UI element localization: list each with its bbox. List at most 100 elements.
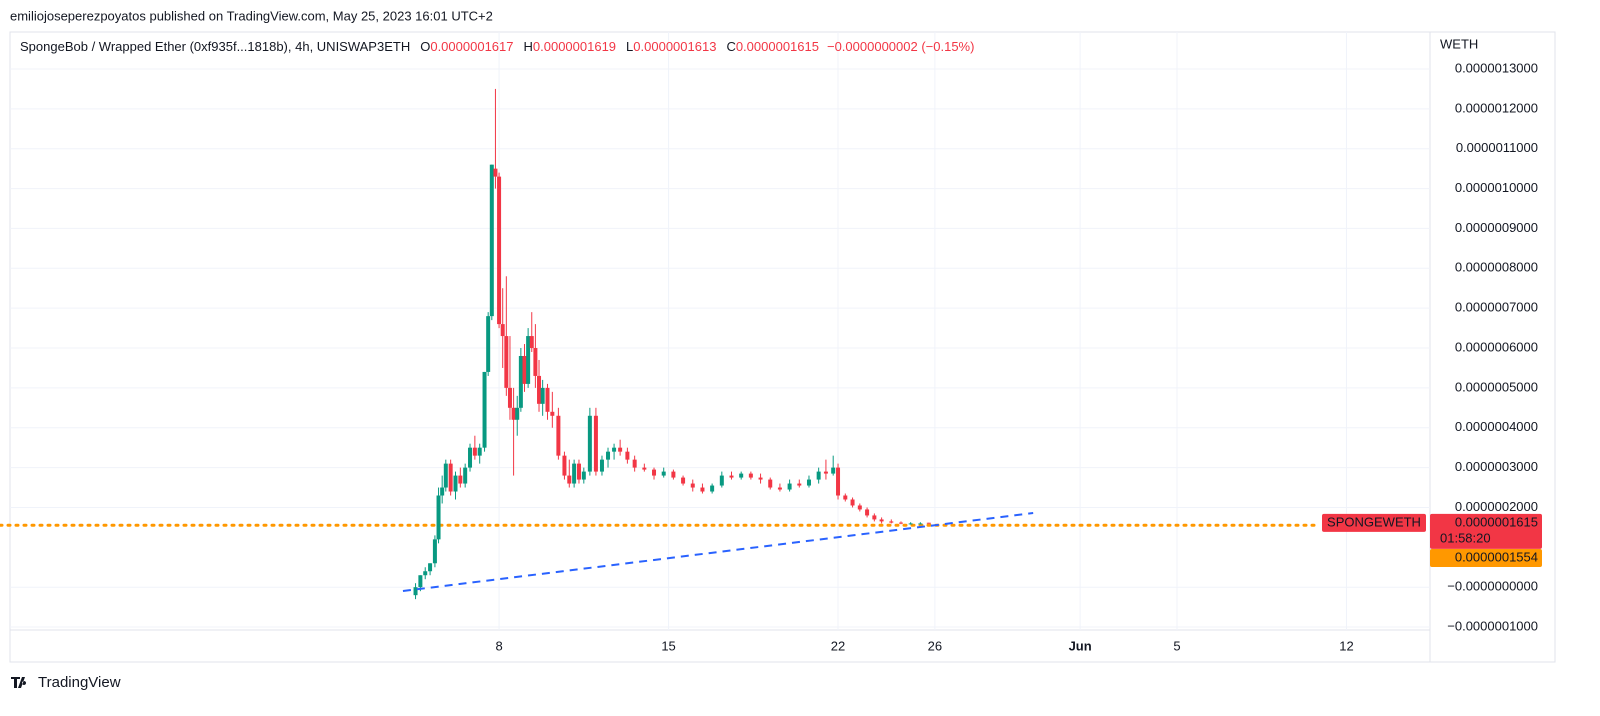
- chart-frame: [9, 31, 1556, 663]
- candle-body: [526, 336, 531, 384]
- candle-body: [632, 459, 637, 468]
- brand-logo: [11, 677, 27, 688]
- candle-body: [926, 522, 931, 524]
- candle-body: [453, 475, 458, 492]
- candle-body: [758, 477, 763, 480]
- candle-body: [787, 483, 792, 490]
- candle-body: [690, 483, 695, 488]
- candle-body: [729, 475, 734, 478]
- candle-body: [567, 475, 572, 484]
- candle-body: [497, 176, 502, 325]
- candle-body: [432, 539, 437, 564]
- candle-body: [448, 463, 453, 492]
- candle-body: [857, 505, 862, 510]
- candle-body: [797, 483, 802, 486]
- candle-body: [777, 487, 782, 490]
- candle-body: [599, 459, 604, 472]
- candle-body: [511, 407, 516, 420]
- y-tick-label: 0.0000007000: [1455, 300, 1538, 315]
- candle-body: [504, 336, 509, 388]
- x-tick-label: 5: [1173, 638, 1180, 653]
- y-tick-label: 0.0000012000: [1455, 100, 1538, 115]
- hline-label: 0.0000001554: [1455, 549, 1538, 564]
- y-tick-label: 0.0000008000: [1455, 260, 1538, 275]
- ohlc-key: L: [626, 39, 633, 54]
- candle-body: [507, 387, 512, 408]
- candle-body: [671, 471, 676, 478]
- candle-body: [537, 375, 542, 404]
- candle-body: [642, 467, 647, 470]
- candle-body: [472, 447, 477, 456]
- candle-body: [540, 387, 545, 404]
- candle-body: [836, 467, 841, 496]
- x-tick-label: 12: [1339, 638, 1353, 653]
- countdown-label: 01:58:20: [1440, 530, 1491, 545]
- candle-body: [831, 467, 836, 474]
- candle-body: [889, 521, 894, 523]
- y-tick-label: −0.0000000000: [1447, 579, 1538, 594]
- change: −0.0000000002 (−0.15%): [827, 39, 974, 54]
- legend: SpongeBob / Wrapped Ether (0xf935f...181…: [20, 39, 974, 54]
- y-tick-label: 0.0000009000: [1455, 220, 1538, 235]
- candle-body: [581, 471, 586, 480]
- publisher-line: emiliojoseperezpoyatos published on Trad…: [10, 8, 493, 23]
- y-tick-label: 0.0000005000: [1455, 379, 1538, 394]
- candle-body: [545, 387, 550, 412]
- candle-body: [423, 571, 428, 576]
- candle-body: [879, 519, 884, 522]
- x-tick-label: Jun: [1069, 638, 1092, 653]
- candle-body: [436, 495, 441, 540]
- x-tick-label: 26: [928, 638, 942, 653]
- candle-body: [768, 479, 773, 488]
- ohlc-key: H: [524, 39, 533, 54]
- candle-body: [850, 499, 855, 506]
- candle-body: [898, 522, 903, 524]
- candle-body: [562, 455, 567, 476]
- candle-body: [710, 485, 715, 492]
- y-tick-label: 0.0000013000: [1455, 60, 1538, 75]
- x-tick-label: 22: [831, 638, 845, 653]
- y-tick-label: 0.0000004000: [1455, 419, 1538, 434]
- candle-body: [806, 479, 811, 486]
- candle-body: [576, 463, 581, 480]
- x-tick-label: 15: [661, 638, 675, 653]
- candle-body: [463, 467, 468, 484]
- ohlc-value: 0.0000001617: [430, 39, 513, 54]
- candle-body: [572, 463, 577, 484]
- candle-body: [489, 164, 494, 317]
- ohlc-value: 0.0000001619: [533, 39, 616, 54]
- candle-body: [428, 563, 433, 572]
- candle-body: [458, 475, 463, 484]
- candle-body: [872, 515, 877, 520]
- symbol-label: SPONGEWETH: [1327, 514, 1421, 529]
- symbol-badge: [1322, 513, 1426, 532]
- candle-body: [739, 473, 744, 478]
- symbol-title: SpongeBob / Wrapped Ether (0xf935f...181…: [20, 39, 410, 54]
- candle-body: [587, 415, 592, 472]
- x-tick-label: 8: [495, 638, 502, 653]
- candle-body: [522, 355, 527, 384]
- axis-unit: WETH: [1440, 36, 1478, 51]
- candle-body: [865, 509, 870, 516]
- candle-body: [556, 415, 561, 456]
- candle-body: [823, 471, 828, 474]
- y-tick-label: 0.0000006000: [1455, 339, 1538, 354]
- ohlc-value: 0.0000001615: [736, 39, 819, 54]
- candle-body: [748, 473, 753, 478]
- candle-body: [816, 471, 821, 480]
- candle-body: [493, 168, 498, 177]
- price-badge: [1430, 513, 1542, 549]
- candle-body: [618, 447, 623, 452]
- candle-body: [719, 475, 724, 486]
- candle-body: [612, 447, 617, 452]
- candle-body: [661, 471, 666, 476]
- y-tick-label: 0.0000003000: [1455, 459, 1538, 474]
- candle-body: [918, 523, 923, 525]
- candle-body: [700, 487, 705, 492]
- grid: [10, 32, 1430, 630]
- candle-body: [843, 495, 848, 500]
- ohlc-key: C: [726, 39, 735, 54]
- candle-body: [518, 355, 523, 408]
